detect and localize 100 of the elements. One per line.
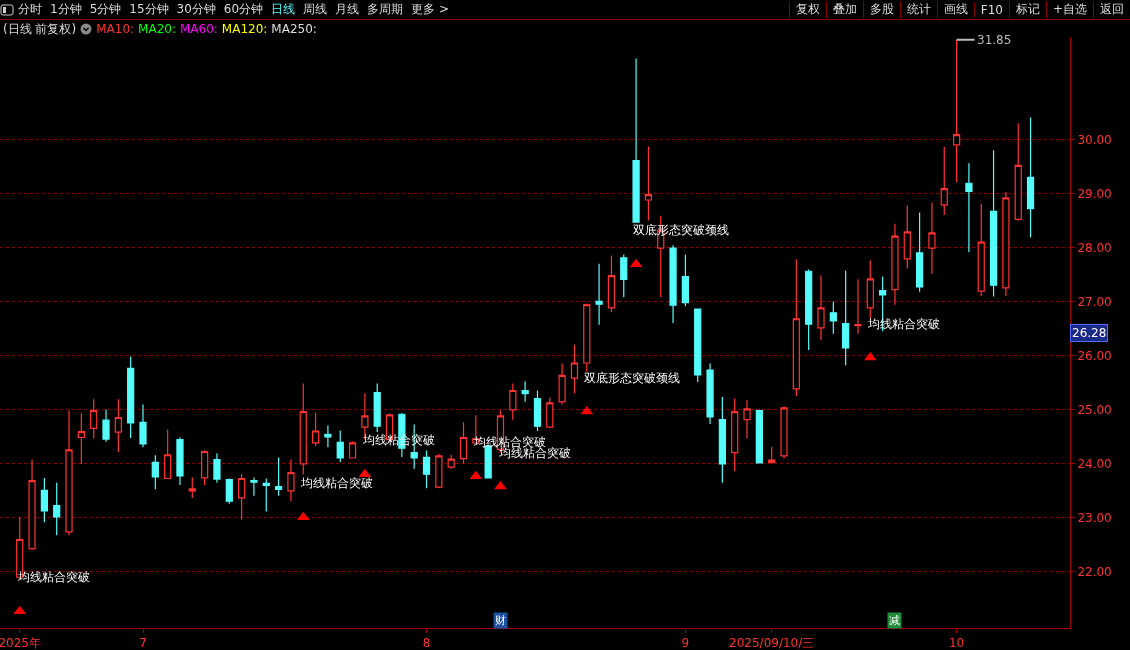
candlestick bbox=[829, 300, 837, 335]
text: 15分钟 bbox=[128, 1, 170, 18]
y-tick-label: 24.00 bbox=[1077, 456, 1112, 471]
candlestick bbox=[127, 355, 135, 439]
candlestick bbox=[842, 270, 850, 366]
text: 复权 bbox=[788, 1, 826, 18]
candlestick bbox=[805, 269, 813, 351]
text: 统计 bbox=[899, 1, 937, 18]
candlestick bbox=[1026, 116, 1035, 238]
point bbox=[296, 511, 310, 521]
text: 多周期 bbox=[366, 1, 405, 18]
candlestick bbox=[768, 446, 776, 463]
candlestick bbox=[706, 362, 714, 425]
candlestick bbox=[521, 380, 529, 403]
candlestick bbox=[620, 253, 628, 298]
annotation: 双底形态突破颈线 bbox=[584, 371, 680, 385]
candlestick bbox=[102, 408, 110, 443]
text: 返回 bbox=[1093, 1, 1130, 18]
annotation: 31.85 bbox=[977, 33, 1012, 47]
candlestick bbox=[533, 389, 542, 432]
candlestick bbox=[201, 449, 209, 486]
text: 26.28 bbox=[1072, 326, 1107, 340]
candlestick bbox=[114, 398, 122, 453]
text: 日线 bbox=[270, 1, 297, 18]
candlestick bbox=[447, 454, 455, 470]
candlestick bbox=[755, 408, 763, 464]
point bbox=[469, 470, 483, 480]
candlestick bbox=[459, 421, 468, 464]
candlestick bbox=[977, 203, 985, 297]
candlestick bbox=[694, 308, 702, 383]
candlestick bbox=[40, 477, 48, 523]
candlestick bbox=[422, 449, 431, 489]
candlestick bbox=[903, 204, 911, 270]
text: 标记 bbox=[1008, 1, 1046, 18]
candlestick bbox=[274, 456, 283, 497]
candlestick bbox=[250, 476, 258, 497]
x-tick-label: 2025年 bbox=[0, 636, 41, 650]
candlestick bbox=[213, 452, 221, 484]
candlestick bbox=[151, 454, 159, 490]
y-tick-label: 30.00 bbox=[1077, 132, 1112, 147]
text: 周线 bbox=[302, 1, 329, 18]
text: 1分钟 bbox=[49, 1, 83, 18]
annotation: 均线粘合突破 bbox=[17, 570, 90, 584]
candlestick bbox=[164, 428, 172, 480]
candlestick bbox=[570, 344, 579, 394]
candlestick bbox=[1014, 122, 1022, 222]
x-tick-label: 9 bbox=[681, 636, 690, 650]
candlestick bbox=[348, 440, 357, 459]
candlestick bbox=[952, 39, 961, 183]
candlestick bbox=[188, 476, 196, 499]
candlestick bbox=[373, 382, 381, 433]
candlestick bbox=[731, 398, 739, 472]
candlestick bbox=[287, 459, 295, 502]
candlestick bbox=[632, 57, 640, 223]
candlestick bbox=[299, 382, 307, 475]
annotation: 财 bbox=[495, 614, 506, 627]
candlestick bbox=[139, 403, 147, 448]
y-tick-label: 26.00 bbox=[1077, 348, 1112, 363]
text: MA10: bbox=[96, 22, 135, 36]
y-tick-label: 29.00 bbox=[1077, 186, 1112, 201]
text: 30分钟 bbox=[175, 1, 217, 18]
candlestick bbox=[915, 211, 924, 293]
candlestick bbox=[65, 409, 73, 536]
candlestick bbox=[792, 258, 800, 397]
candlestick bbox=[681, 253, 690, 307]
annotation: 均线粘合突破 bbox=[300, 476, 373, 490]
text: MA250: bbox=[271, 22, 317, 36]
candlestick bbox=[891, 223, 899, 306]
candlestick bbox=[595, 263, 603, 326]
candlestick bbox=[90, 398, 98, 440]
candlestick bbox=[237, 473, 246, 521]
annotation: 均线粘合突破 bbox=[498, 446, 571, 460]
candlestick bbox=[817, 274, 825, 341]
candlestick bbox=[743, 399, 751, 440]
candlestick bbox=[1002, 191, 1010, 297]
candlestick bbox=[965, 162, 973, 253]
text: 画线 bbox=[936, 1, 974, 18]
text: F10 bbox=[973, 2, 1009, 17]
text: MA120: bbox=[221, 22, 268, 36]
candlestick bbox=[324, 425, 332, 448]
candlestick bbox=[53, 482, 61, 536]
candlestick bbox=[583, 303, 591, 373]
candlestick bbox=[866, 259, 874, 320]
text: MA20: bbox=[138, 22, 176, 36]
y-tick-label: 28.00 bbox=[1077, 240, 1112, 255]
candlestick bbox=[940, 146, 948, 216]
candlestick bbox=[28, 459, 36, 551]
candlestick bbox=[546, 396, 554, 428]
x-tick-label: 7 bbox=[139, 636, 147, 650]
x-tick-label: 2025/09/10/三 bbox=[729, 636, 815, 650]
text: 多股 bbox=[862, 1, 900, 18]
text: 月线 bbox=[334, 1, 361, 18]
candlestick bbox=[669, 244, 677, 324]
candlestick bbox=[77, 412, 85, 465]
candlestick bbox=[225, 477, 233, 505]
chart-title: (日线 前复权) bbox=[3, 20, 77, 38]
x-tick-label: 8 bbox=[422, 636, 431, 650]
candlestick bbox=[509, 382, 517, 421]
y-tick-label: 25.00 bbox=[1077, 402, 1112, 417]
candlestick bbox=[435, 453, 443, 489]
